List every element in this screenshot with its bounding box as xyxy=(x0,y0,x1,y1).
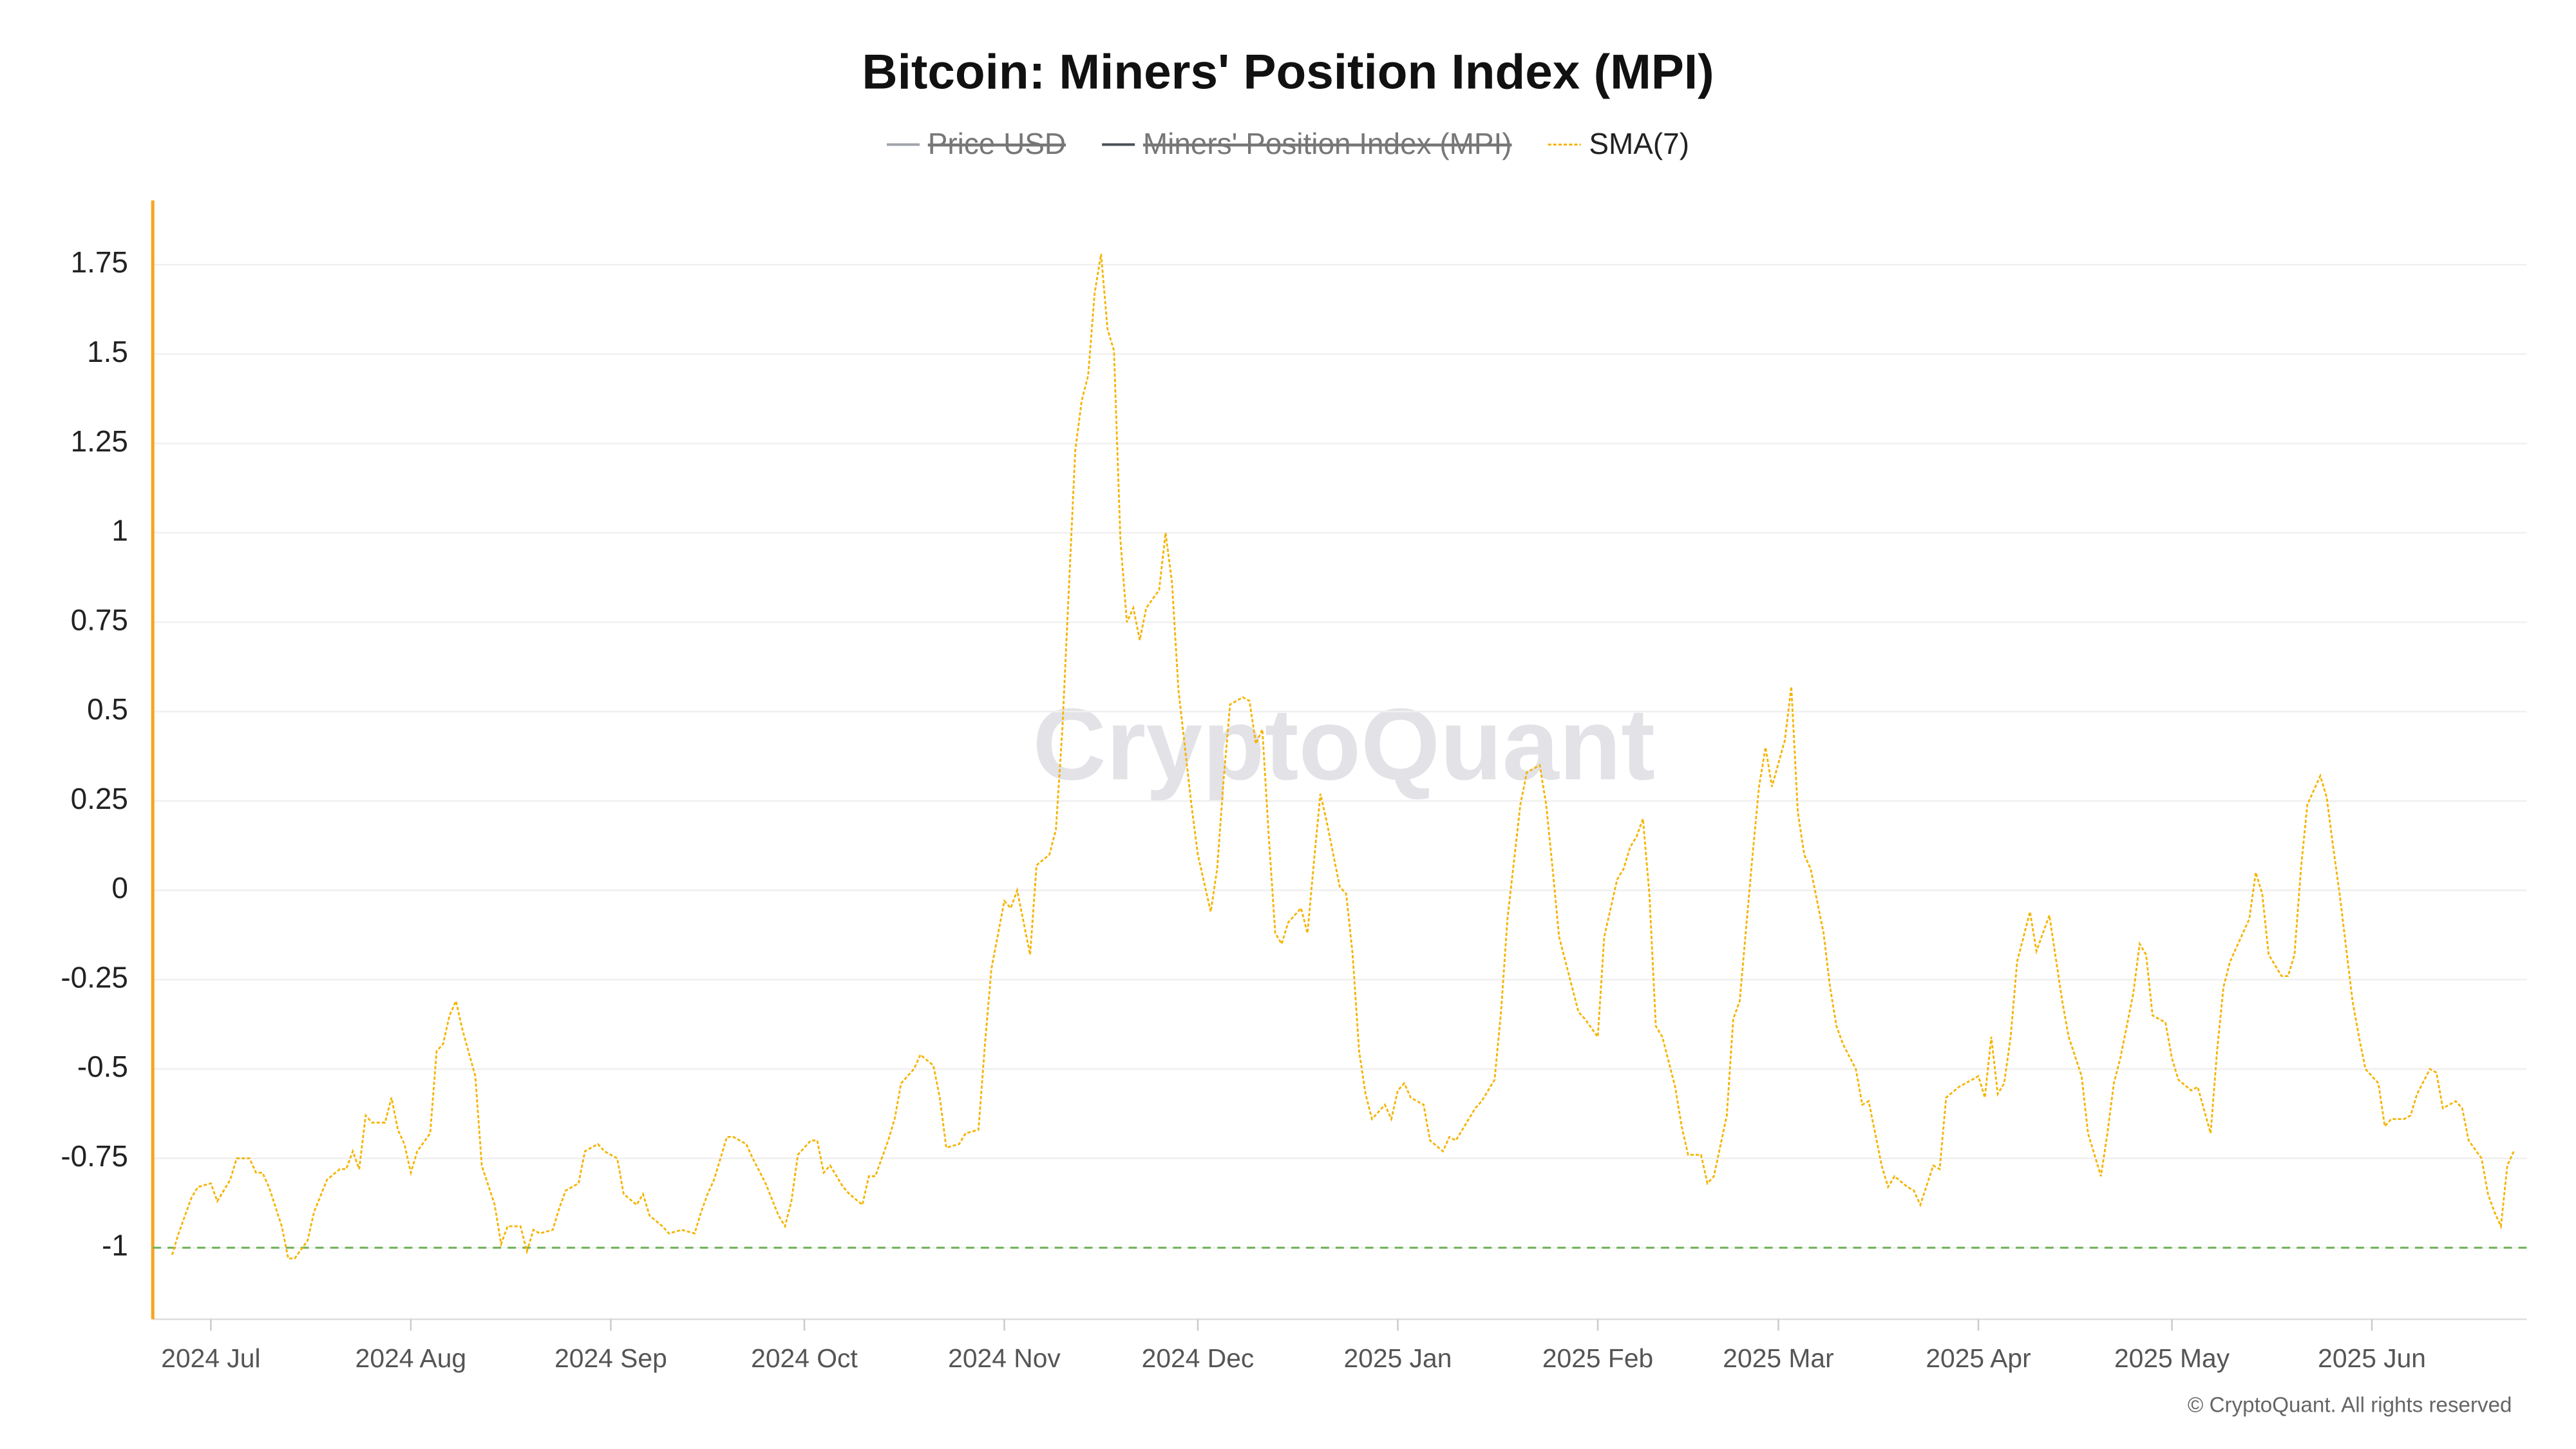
y-tick-label: 1.75 xyxy=(71,245,128,279)
y-tick-label: 0.5 xyxy=(87,692,128,726)
y-tick-label: -1 xyxy=(102,1229,128,1262)
x-tick-label: 2024 Dec xyxy=(1142,1343,1255,1373)
legend-label: Miners' Position Index (MPI) xyxy=(1143,127,1512,160)
y-tick-label: 0.75 xyxy=(71,603,128,636)
data-line xyxy=(171,254,2515,1260)
legend-label: Price USD xyxy=(928,127,1066,160)
x-tick-label: 2024 Aug xyxy=(355,1343,466,1373)
y-tick-label: 1.5 xyxy=(87,335,128,368)
x-tick-label: 2025 Jun xyxy=(2318,1343,2426,1373)
x-tick-label: 2025 May xyxy=(2114,1343,2230,1373)
x-tick-label: 2025 Feb xyxy=(1542,1343,1653,1373)
legend-item[interactable]: Price USD xyxy=(886,127,1066,160)
y-tick-label: 1 xyxy=(111,514,128,547)
x-tick-label: 2024 Oct xyxy=(751,1343,858,1373)
legend-item[interactable]: Miners' Position Index (MPI) xyxy=(1102,127,1512,160)
y-tick-label: -0.75 xyxy=(61,1139,128,1173)
footer: © CryptoQuant. All rights reserved xyxy=(2188,1393,2512,1417)
y-tick-label: 0 xyxy=(111,871,128,905)
x-tick-label: 2024 Jul xyxy=(161,1343,260,1373)
x-tick-label: 2025 Apr xyxy=(1926,1343,2031,1373)
y-tick-label: 0.25 xyxy=(71,782,128,815)
x-tick-label: 2025 Jan xyxy=(1344,1343,1452,1373)
x-tick-label: 2024 Nov xyxy=(948,1343,1061,1373)
y-tick-label: -0.25 xyxy=(61,960,128,994)
legend-item[interactable]: SMA(7) xyxy=(1548,127,1689,160)
x-tick-label: 2025 Mar xyxy=(1723,1343,1833,1373)
x-tick-label: 2024 Sep xyxy=(554,1343,667,1373)
legend-label: SMA(7) xyxy=(1589,127,1689,160)
y-tick-label: 1.25 xyxy=(71,424,128,458)
chart-title: Bitcoin: Miners' Position Index (MPI) xyxy=(862,45,1714,100)
watermark: CryptoQuant xyxy=(1033,687,1655,801)
y-tick-label: -0.5 xyxy=(77,1050,128,1083)
